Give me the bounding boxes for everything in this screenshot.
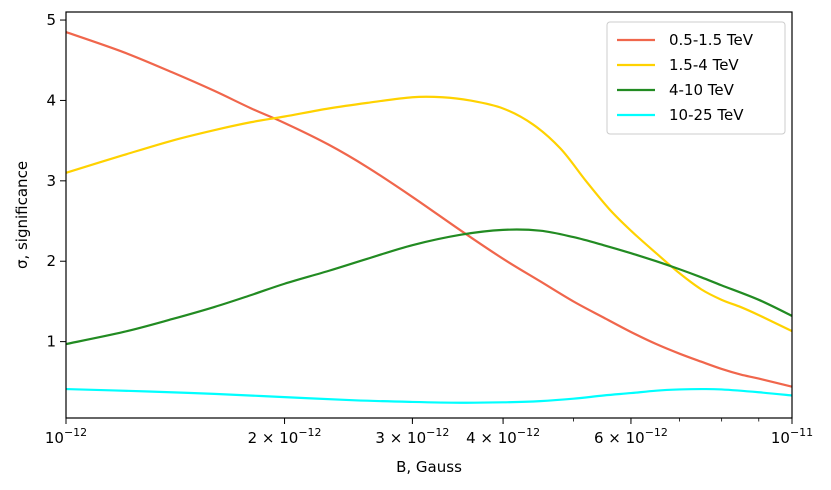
series-line-1 bbox=[65, 31, 793, 388]
y-tick-label: 4 bbox=[46, 91, 56, 109]
x-tick-label: 10−12 bbox=[45, 426, 87, 447]
y-tick-label: 5 bbox=[46, 11, 56, 29]
x-tick-label: 4 × 10−12 bbox=[466, 426, 540, 447]
y-tick-label: 1 bbox=[46, 333, 56, 351]
x-tick-label: 3 × 10−12 bbox=[375, 426, 449, 447]
series-line-4 bbox=[65, 387, 793, 404]
legend-label: 10-25 TeV bbox=[669, 106, 744, 124]
y-axis-ticks: 1 2 3 4 5 bbox=[46, 11, 66, 351]
legend-label: 0.5-1.5 TeV bbox=[669, 31, 754, 49]
legend-box bbox=[606, 21, 786, 135]
x-axis-ticks: 10−12 2 × 10−12 3 × 10−12 4 × 10−12 6 × 10−1… bbox=[45, 418, 813, 447]
x-tick-label: 10−11 bbox=[771, 426, 813, 447]
series-line-3 bbox=[65, 228, 793, 346]
legend: 0.5-1.5 TeV 1.5-4 TeV 4-10 TeV 10-25 TeV bbox=[606, 21, 786, 135]
x-tick-label: 6 × 10−12 bbox=[594, 426, 668, 447]
plot-lines bbox=[65, 31, 793, 404]
series-line-2 bbox=[65, 95, 793, 333]
legend-label: 4-10 TeV bbox=[669, 81, 735, 99]
y-tick-label: 2 bbox=[46, 252, 56, 270]
plot-frame bbox=[65, 11, 793, 419]
legend-label: 1.5-4 TeV bbox=[669, 56, 739, 74]
y-tick-label: 3 bbox=[46, 172, 56, 190]
x-tick-label: 2 × 10−12 bbox=[248, 426, 322, 447]
x-axis-label: B, Gauss bbox=[396, 458, 462, 476]
y-axis-label: σ, significance bbox=[13, 161, 31, 269]
